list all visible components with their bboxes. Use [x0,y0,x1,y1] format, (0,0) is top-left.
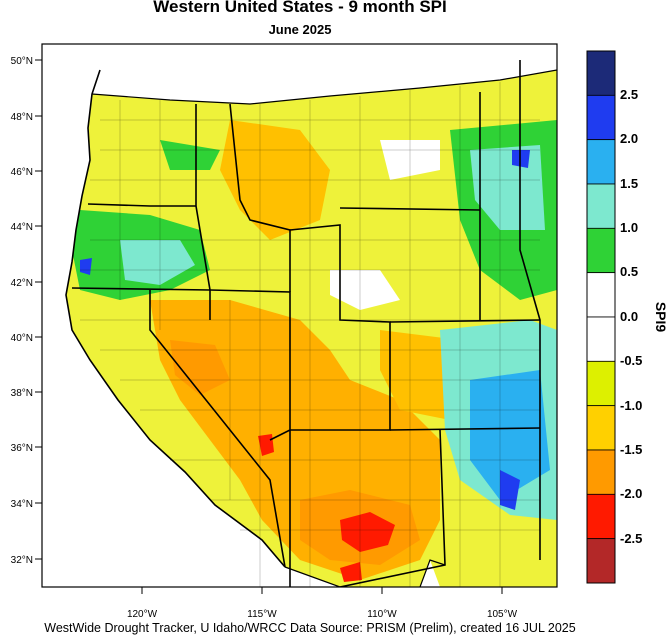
latitude-axis: 50°N 48°N 46°N 44°N 42°N 40°N 38°N 36°N … [11,56,42,566]
lat-label: 42°N [11,278,33,289]
colorbar-frame [586,50,616,584]
colorbar-box [586,94,616,141]
mexico-border [284,559,446,587]
map-frame [41,43,558,588]
lat-label: 44°N [11,222,33,233]
colorbar-boxes [586,50,616,584]
colorbar-box [586,227,616,274]
colorbar-box [586,449,616,495]
colorbar-label: -2.0 [620,486,642,501]
colorbar-title: SPI9 [653,302,669,333]
colorbar-box [586,493,616,540]
footer-credit: WestWide Drought Tracker, U Idaho/WRCC D… [44,621,576,635]
colorbar-box [586,405,616,451]
lon-label: 120°W [127,609,158,620]
state-borders [71,60,541,587]
coastline [65,69,286,568]
map-panel [42,44,557,587]
map-title: Western United States - 9 month SPI [153,0,447,16]
colorbar-box [586,538,616,584]
colorbar-label: 2.5 [620,87,638,102]
lat-label: 38°N [11,388,33,399]
canada-area [92,44,557,104]
lat-label: 48°N [11,112,33,123]
colorbar-box [586,316,616,362]
colorbar-box [586,272,616,318]
lat-label: 40°N [11,333,33,344]
lat-label: 36°N [11,443,33,454]
colorbar-label: -2.5 [620,531,642,546]
lon-label: 110°W [367,609,397,620]
colorbar-label: 0.0 [620,309,638,324]
colorbar-label: 2.0 [620,131,638,146]
colorbar-box [586,50,616,96]
lat-label: 46°N [11,167,33,178]
ocean-area [42,44,300,587]
colorbar-label: -1.0 [620,398,642,413]
colorbar-label: -1.5 [620,442,642,457]
colorbar-box [586,360,616,407]
canada-border [91,69,557,105]
colorbar-label: -0.5 [620,353,642,368]
lat-label: 32°N [11,555,33,566]
colorbar-box [586,139,616,185]
colorbar-label: 1.5 [620,176,638,191]
spi-color-field [66,70,557,587]
colorbar-label: 1.0 [620,220,638,235]
colorbar-label: 0.5 [620,264,638,279]
lat-label: 34°N [11,499,33,510]
colorbar: 2.5 2.0 1.5 1.0 0.5 0.0 -0.5 -1.0 -1.5 -… [586,50,669,584]
county-borders [80,82,540,587]
longitude-axis: 120°W 115°W 110°W 105°W [127,587,518,620]
mexico-area [285,560,440,587]
colorbar-box [586,183,616,229]
map-subtitle: June 2025 [268,22,332,37]
lon-label: 105°W [487,609,518,620]
lon-label: 115°W [247,609,277,620]
lat-label: 50°N [11,56,33,67]
